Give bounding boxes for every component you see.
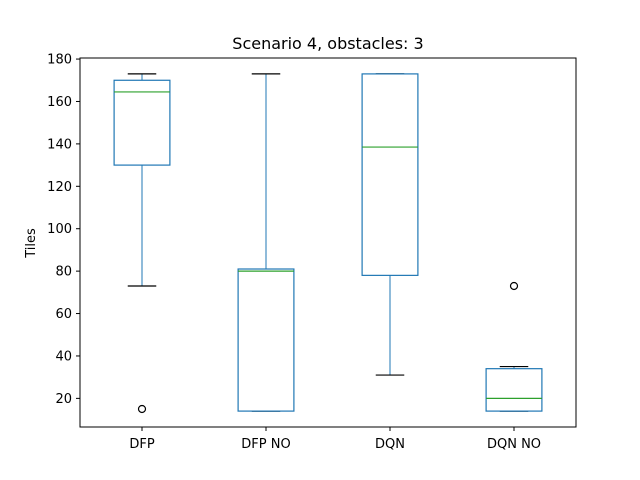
y-tick-label: 60 [55,307,72,322]
x-tick-label: DQN NO [487,437,541,452]
box-iqr [485,368,543,412]
y-tick-label: 120 [47,180,72,195]
x-tick-label: DFP [129,437,154,452]
box-iqr [361,73,419,276]
outlier-point [509,281,519,291]
y-tick-label: 20 [55,392,72,407]
y-tick-label: 180 [47,53,72,68]
y-axis-label: Tiles [24,228,39,259]
y-tick-label: 100 [47,222,72,237]
box-iqr [113,79,171,166]
y-tick-label: 80 [55,265,72,280]
axes-frame [79,57,577,428]
chart-title: Scenario 4, obstacles: 3 [232,34,423,53]
y-tick-label: 40 [55,349,72,364]
y-tick-label: 140 [47,137,72,152]
x-tick-label: DFP NO [241,437,290,452]
outlier-point [137,404,147,414]
y-tick-label: 160 [47,95,72,110]
box-iqr [237,268,295,412]
x-tick-label: DQN [375,437,405,452]
plot-area: DFP DFP NO DQN DQN NO 20 40 60 80 100 120 140 160 18… [47,53,577,452]
